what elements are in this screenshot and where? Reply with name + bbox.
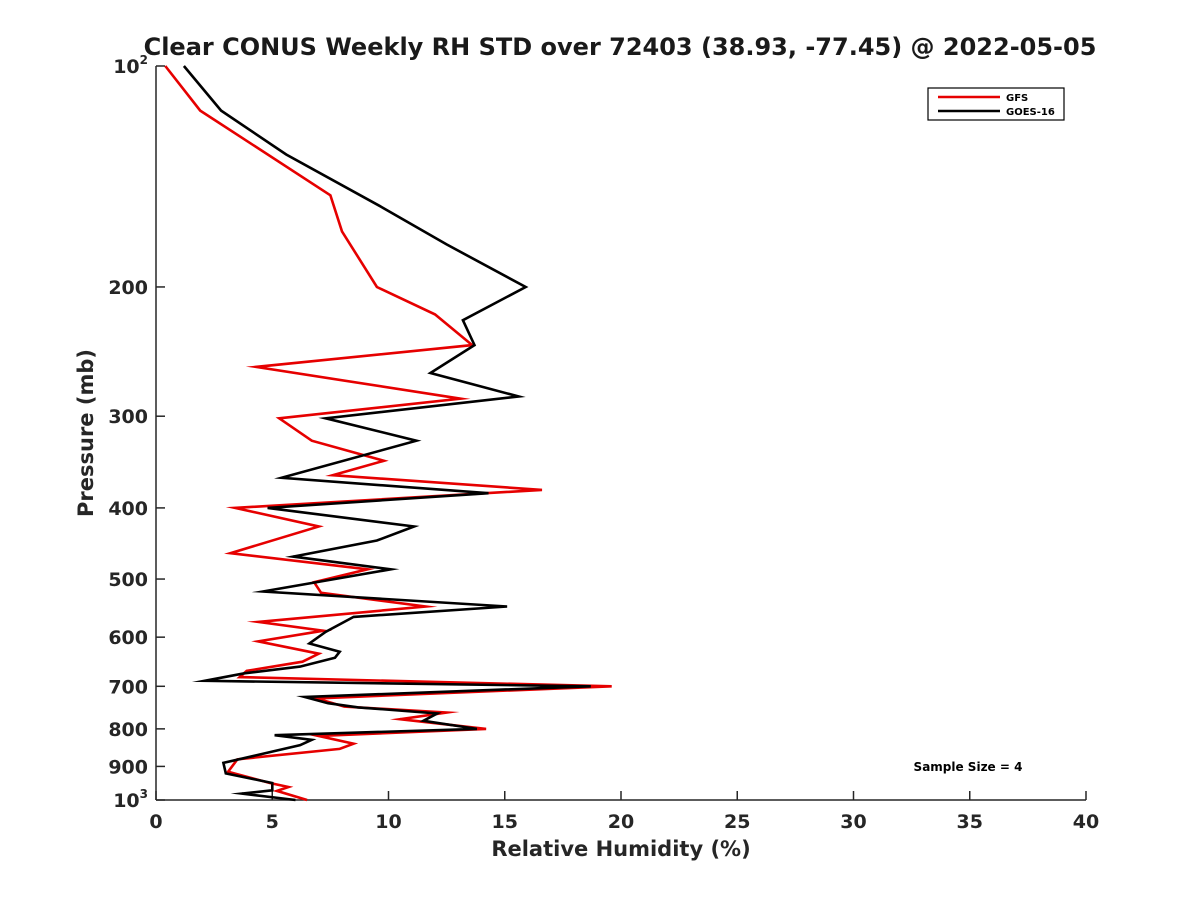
x-tick-label: 10 [375,811,401,833]
sample-size-annotation: Sample Size = 4 [914,760,1023,774]
x-ticks: 0 5 10 15 20 25 30 35 40 [149,791,1099,833]
legend-label-goes-16: GOES-16 [1006,107,1055,118]
plot-frame [155,66,1086,801]
series-line-gfs [164,65,612,802]
x-tick-label: 5 [266,811,279,833]
chart-title: Clear CONUS Weekly RH STD over 72403 (38… [144,33,1097,61]
series-line-goes-16 [182,65,591,802]
y-tick-label: 102 [113,53,148,78]
x-tick-label: 35 [957,811,983,833]
x-axis-label: Relative Humidity (%) [491,837,750,861]
x-tick-label: 20 [608,811,634,833]
y-tick-label: 500 [108,569,148,591]
y-tick-label: 300 [108,406,148,428]
y-tick-label: 400 [108,498,148,520]
x-tick-label: 15 [492,811,518,833]
y-axis-label: Pressure (mb) [74,349,98,517]
y-tick-label: 103 [113,787,148,812]
legend-box [927,87,1065,121]
y-tick-label: 600 [108,627,148,649]
x-tick-label: 0 [149,811,162,833]
y-tick-label: 800 [108,719,148,741]
series-layer [164,65,612,802]
legend-label-gfs: GFS [1006,93,1028,104]
y-tick-label: 900 [108,756,148,778]
legend: GFS GOES-16 [927,87,1065,121]
y-tick-label: 200 [108,277,148,299]
x-tick-label: 30 [840,811,866,833]
y-tick-label: 700 [108,676,148,698]
x-tick-label: 25 [724,811,750,833]
x-tick-label: 40 [1073,811,1099,833]
y-ticks: 102 200 300 400 500 600 700 800 900 103 [108,53,165,812]
